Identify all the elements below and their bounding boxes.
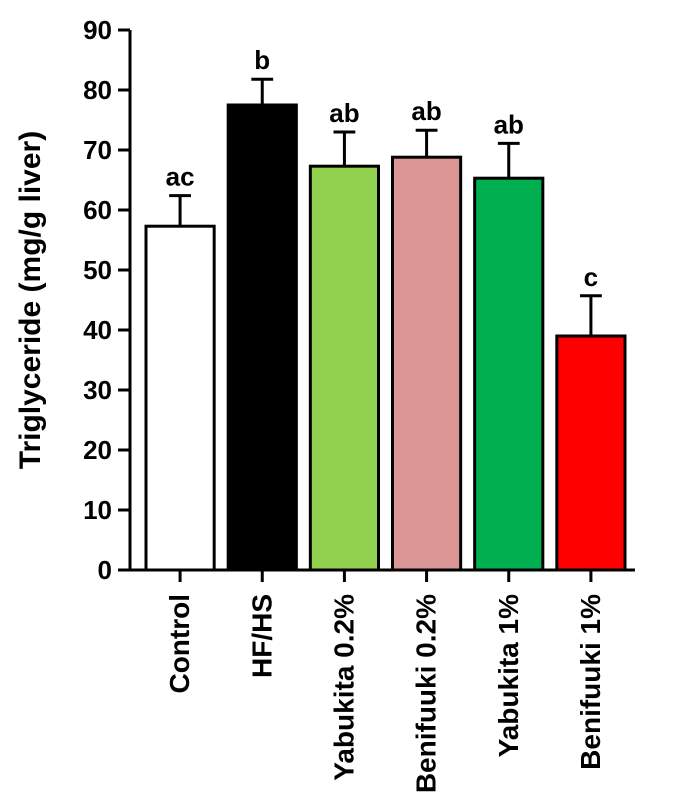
x-category-label: Yabukita 1% <box>493 594 524 758</box>
triglyceride-bar-chart: 0 10 20 30 40 50 60 70 80 90 Triglyceride (mg/g li… <box>0 0 685 806</box>
significance-label: ac <box>166 162 195 192</box>
y-tick-label: 80 <box>83 75 112 105</box>
x-category-label: Control <box>164 594 195 694</box>
x-category-label: Benifuuki 0.2% <box>411 594 442 793</box>
significance-label: ab <box>494 109 524 139</box>
y-tick-label: 90 <box>83 15 112 45</box>
chart-svg: 0 10 20 30 40 50 60 70 80 90 Triglyceride (mg/g li… <box>0 0 685 806</box>
y-axis-title: Triglyceride (mg/g liver) <box>14 131 47 469</box>
bar <box>475 178 543 570</box>
y-tick-label: 0 <box>98 555 112 585</box>
x-category-label: Benifuuki 1% <box>575 594 606 770</box>
significance-label: ab <box>411 96 441 126</box>
bar <box>393 157 461 570</box>
x-category-label: Yabukita 0.2% <box>328 594 359 781</box>
significance-label: b <box>254 45 270 75</box>
bar <box>228 105 296 570</box>
y-tick-label: 20 <box>83 435 112 465</box>
bar <box>146 226 214 570</box>
y-tick-label: 50 <box>83 255 112 285</box>
y-tick-label: 30 <box>83 375 112 405</box>
y-tick-label: 40 <box>83 315 112 345</box>
significance-label: c <box>584 262 598 292</box>
x-category-label: HF/HS <box>246 594 277 678</box>
bar <box>557 336 625 570</box>
bar <box>310 166 378 570</box>
significance-label: ab <box>329 98 359 128</box>
y-tick-label: 10 <box>83 495 112 525</box>
y-tick-label: 70 <box>83 135 112 165</box>
y-tick-label: 60 <box>83 195 112 225</box>
